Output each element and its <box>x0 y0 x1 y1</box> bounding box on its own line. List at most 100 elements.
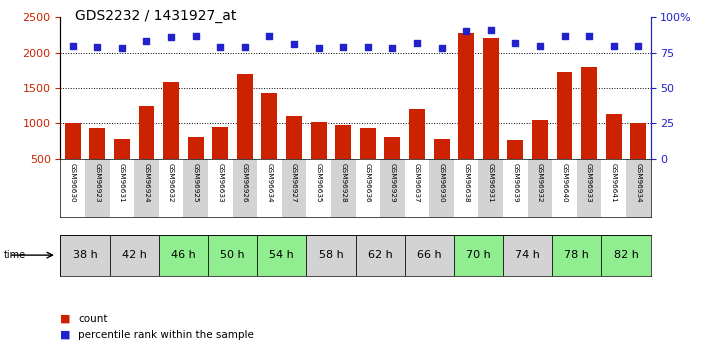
Point <box>338 44 349 50</box>
Bar <box>208 159 232 217</box>
Bar <box>458 33 474 159</box>
Point <box>608 43 619 48</box>
Text: 78 h: 78 h <box>565 250 589 260</box>
Text: GSM96924: GSM96924 <box>144 164 149 203</box>
Bar <box>454 235 503 276</box>
Text: GSM96630: GSM96630 <box>70 164 76 203</box>
Bar <box>306 159 331 217</box>
Bar <box>602 159 626 217</box>
Bar <box>213 127 228 159</box>
Bar <box>232 159 257 217</box>
Text: count: count <box>78 314 107 324</box>
Bar <box>159 235 208 276</box>
Text: GSM96931: GSM96931 <box>488 164 493 203</box>
Text: GSM96632: GSM96632 <box>168 164 174 203</box>
Bar <box>60 159 85 217</box>
Text: 50 h: 50 h <box>220 250 245 260</box>
Bar <box>626 159 651 217</box>
Bar <box>508 140 523 159</box>
Text: 42 h: 42 h <box>122 250 146 260</box>
Bar <box>503 159 528 217</box>
Point <box>633 43 644 48</box>
Bar <box>286 116 302 159</box>
Text: ■: ■ <box>60 330 71 339</box>
Text: GSM96925: GSM96925 <box>193 164 198 203</box>
Point <box>190 33 201 38</box>
Bar <box>454 159 479 217</box>
Point <box>289 41 300 47</box>
Bar <box>503 235 552 276</box>
Bar <box>532 120 548 159</box>
Text: GSM96631: GSM96631 <box>119 164 125 203</box>
Point <box>584 33 595 38</box>
Bar <box>483 38 498 159</box>
Bar <box>237 74 253 159</box>
Bar <box>434 139 449 159</box>
Bar <box>581 68 597 159</box>
Bar <box>356 159 380 217</box>
Bar <box>606 114 621 159</box>
Bar <box>557 72 572 159</box>
Text: GSM96932: GSM96932 <box>537 164 543 203</box>
Point <box>313 46 324 51</box>
Bar <box>311 122 326 159</box>
Bar <box>282 159 306 217</box>
Point <box>436 46 447 51</box>
Bar <box>552 159 577 217</box>
Text: 38 h: 38 h <box>73 250 97 260</box>
Text: percentile rank within the sample: percentile rank within the sample <box>78 330 254 339</box>
Bar <box>139 106 154 159</box>
Text: 62 h: 62 h <box>368 250 392 260</box>
Point <box>485 27 496 33</box>
Bar <box>208 235 257 276</box>
Bar <box>380 159 405 217</box>
Point <box>559 33 570 38</box>
Bar <box>405 159 429 217</box>
Point <box>387 46 398 51</box>
Text: time: time <box>4 250 26 260</box>
Text: GSM96933: GSM96933 <box>586 164 592 203</box>
Bar <box>356 235 405 276</box>
Text: GSM96639: GSM96639 <box>513 164 518 203</box>
Bar <box>577 159 602 217</box>
Bar <box>479 159 503 217</box>
Text: GSM96638: GSM96638 <box>463 164 469 203</box>
Bar <box>306 235 356 276</box>
Bar <box>385 137 400 159</box>
Bar <box>409 109 425 159</box>
Text: GSM96640: GSM96640 <box>562 164 567 203</box>
Text: GSM96930: GSM96930 <box>439 164 444 203</box>
Text: GSM96927: GSM96927 <box>291 164 297 203</box>
Point <box>92 44 103 50</box>
Bar <box>331 159 356 217</box>
Bar <box>60 235 109 276</box>
Point <box>461 29 472 34</box>
Bar <box>90 128 105 159</box>
Point <box>166 34 177 40</box>
Bar <box>134 159 159 217</box>
Bar <box>602 235 651 276</box>
Text: 54 h: 54 h <box>269 250 294 260</box>
Text: GSM96923: GSM96923 <box>95 164 100 203</box>
Text: 70 h: 70 h <box>466 250 491 260</box>
Point <box>362 44 373 50</box>
Bar <box>262 93 277 159</box>
Text: 74 h: 74 h <box>515 250 540 260</box>
Point <box>510 40 521 46</box>
Bar <box>109 159 134 217</box>
Bar <box>528 159 552 217</box>
Bar <box>360 128 376 159</box>
Text: GSM96636: GSM96636 <box>365 164 371 203</box>
Bar <box>257 159 282 217</box>
Point <box>116 46 127 51</box>
Bar <box>257 235 306 276</box>
Text: 82 h: 82 h <box>614 250 638 260</box>
Text: GSM96926: GSM96926 <box>242 164 248 203</box>
Bar <box>163 82 179 159</box>
Bar <box>65 122 81 159</box>
Point <box>67 43 78 48</box>
Bar <box>183 159 208 217</box>
Text: GSM96934: GSM96934 <box>635 164 641 203</box>
Bar <box>630 122 646 159</box>
Bar <box>159 159 183 217</box>
